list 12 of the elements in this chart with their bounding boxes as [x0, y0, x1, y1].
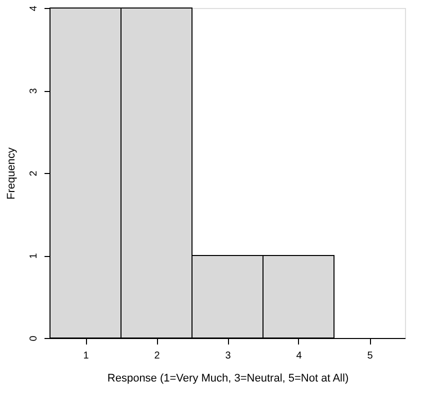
x-tick-label: 1	[83, 350, 90, 362]
x-tick-label: 4	[296, 350, 302, 362]
y-tick-label: 2	[28, 170, 40, 176]
y-tick-label: 0	[28, 335, 40, 342]
y-tick-label: 3	[28, 88, 40, 94]
y-tick-label: 1	[28, 252, 40, 259]
x-tick-label: 3	[225, 350, 232, 362]
y-tick-label: 4	[28, 5, 40, 12]
y-axis-title: Frequency	[6, 147, 18, 200]
x-axis-title: Response (1=Very Much, 3=Neutral, 5=Not at All)	[107, 372, 349, 384]
x-tick-label: 5	[367, 350, 374, 362]
x-tick-label: 2	[154, 350, 160, 362]
